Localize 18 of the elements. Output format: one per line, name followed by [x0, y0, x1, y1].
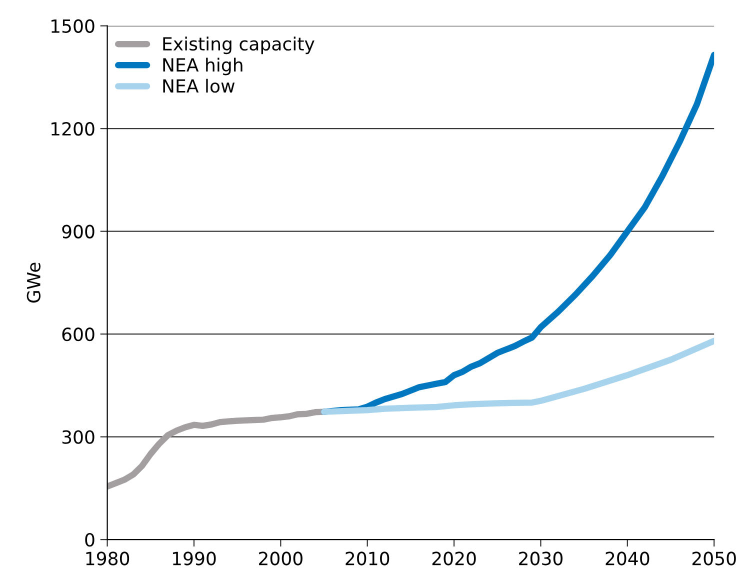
legend-label: Existing capacity: [163, 36, 314, 54]
x-tick-label: 2000: [259, 552, 302, 566]
y-tick-label: 0: [85, 533, 94, 547]
x-tick-label: 2040: [606, 552, 650, 566]
y-tick-label: 900: [62, 224, 94, 238]
legend-label: NEA low: [163, 78, 235, 93]
legend-label: NEA high: [163, 58, 242, 76]
y-tick-label: 600: [62, 328, 94, 342]
y-tick-label: 1500: [52, 19, 94, 33]
x-tick-label: 2010: [346, 552, 390, 566]
x-tick-label: 2020: [432, 552, 476, 566]
x-tick-label: 2030: [519, 552, 563, 566]
x-tick-label: 1980: [86, 552, 130, 566]
y-axis-title: GWe: [26, 262, 40, 303]
x-tick-label: 2050: [692, 552, 736, 566]
x-tick-label: 1990: [172, 552, 216, 566]
y-tick-label: 1200: [52, 122, 94, 136]
y-tick-label: 300: [62, 430, 94, 444]
